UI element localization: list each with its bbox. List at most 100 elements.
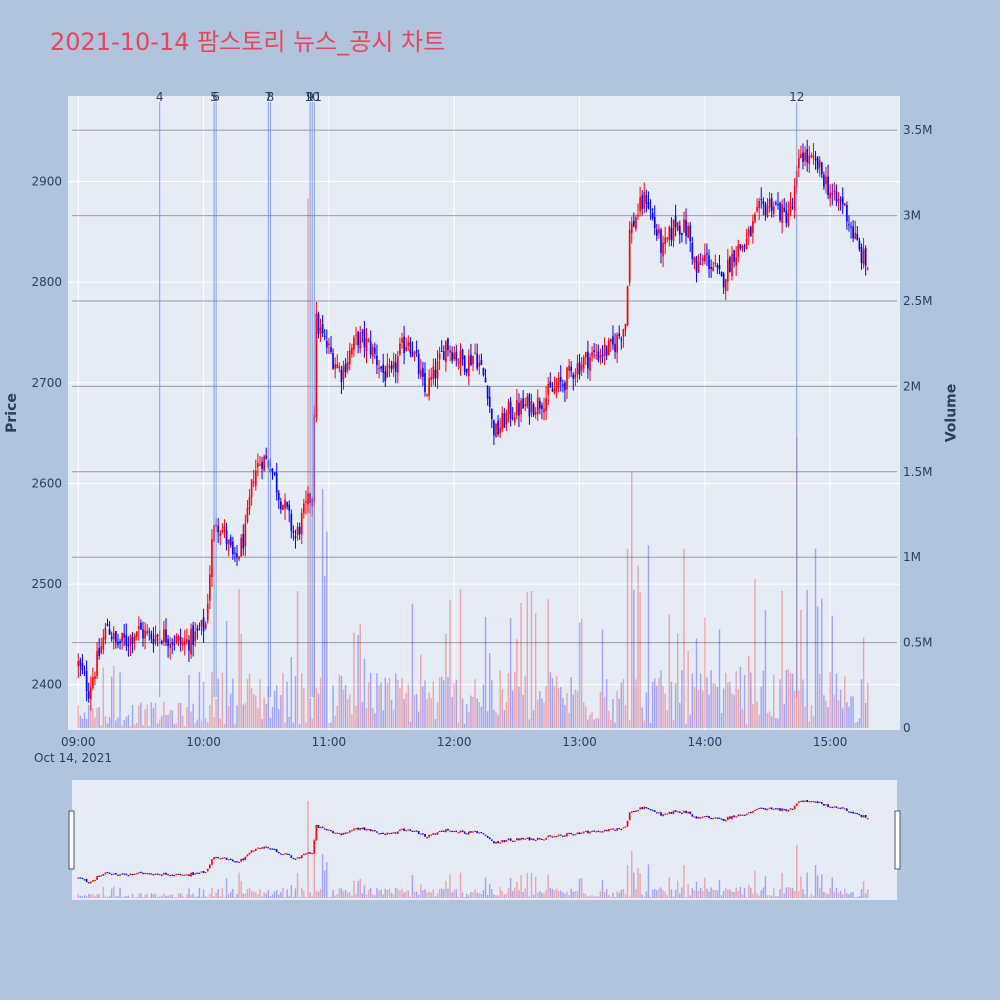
candle-body (768, 199, 771, 208)
slider-volume-bar (789, 887, 792, 898)
candle-body (687, 226, 689, 238)
slider-candle (850, 811, 852, 813)
candle-body (273, 471, 276, 475)
slider-volume-bar (745, 897, 748, 898)
slider-volume-bar (516, 881, 518, 898)
slider-candle (555, 835, 558, 838)
slider-candle (231, 859, 234, 862)
slider-volume-bar (484, 877, 487, 898)
volume-bar (315, 687, 318, 728)
slider-volume-bar (119, 887, 121, 898)
slider-volume-bar (466, 893, 468, 898)
volume-bar (720, 713, 723, 728)
candle-body (610, 338, 612, 342)
slider-volume-bar (668, 877, 671, 898)
candle-body (83, 672, 86, 674)
news-marker-label: 4 (156, 90, 164, 104)
slider-candle (422, 833, 424, 835)
slider-volume-bar (388, 888, 391, 898)
candle-body (196, 628, 199, 631)
candle-body (616, 334, 618, 353)
candle-body (486, 386, 489, 399)
slider-candle (862, 815, 865, 818)
slider-volume-bar (862, 881, 865, 898)
slider-volume-bar (505, 893, 508, 898)
volume-bar (743, 674, 746, 728)
slider-candle (839, 807, 842, 809)
slider-volume-bar (603, 892, 606, 898)
candle-body (601, 355, 604, 357)
volume-bar (543, 702, 545, 728)
slider-candle (307, 852, 309, 854)
volume-bar (867, 682, 869, 728)
candle-body (229, 537, 232, 546)
candle-body (837, 198, 840, 203)
slider-volume-bar (867, 889, 869, 898)
slider-volume-bar (864, 893, 867, 898)
slider-volume-bar (835, 888, 838, 898)
slider-candle (221, 857, 224, 859)
candle-body (85, 670, 88, 692)
candle-body (231, 541, 234, 555)
date-label: Oct 14, 2021 (34, 751, 112, 765)
candle-body (100, 646, 103, 654)
candle-body (353, 337, 355, 350)
slider-candle (541, 838, 543, 841)
slider-volume-bar (140, 893, 142, 898)
candle-body (633, 220, 635, 227)
volume-bar (633, 589, 635, 728)
slider-candle (188, 874, 190, 876)
rangeslider-left-handle[interactable] (68, 810, 75, 870)
candle-body (288, 504, 291, 511)
candle-body (156, 635, 159, 637)
candle-body (607, 340, 610, 356)
slider-candle (854, 812, 857, 814)
candle-body (474, 352, 476, 354)
price-tick-label: 2600 (31, 476, 62, 490)
slider-volume-bar (514, 887, 516, 898)
slider-candle (442, 830, 445, 832)
slider-candle (79, 877, 82, 879)
news-marker-label: 7 (265, 90, 273, 104)
slider-volume-bar (860, 889, 863, 898)
volume-bar (478, 702, 481, 728)
slider-candle (683, 810, 685, 813)
slider-volume-bar (555, 888, 558, 898)
slider-candle (173, 874, 176, 877)
volume-bar (605, 679, 608, 728)
slider-candle (386, 832, 389, 835)
slider-candle (670, 811, 673, 814)
slider-candle (294, 858, 297, 860)
volume-bar (440, 676, 443, 728)
volume-bar (284, 722, 286, 728)
candle-body (275, 472, 278, 493)
slider-volume-bar (443, 889, 445, 898)
slider-candle (543, 839, 545, 841)
candle-body (576, 363, 579, 375)
volume-bar (424, 680, 426, 728)
slider-volume-bar (177, 893, 180, 898)
volume-bar (612, 699, 614, 728)
candle-body (511, 417, 514, 419)
volume-bar (209, 704, 211, 728)
candle-body (323, 336, 326, 338)
slider-candle (305, 853, 307, 855)
volume-bar (850, 696, 852, 728)
slider-candle (726, 816, 729, 821)
volume-bar (511, 690, 514, 728)
slider-candle (737, 814, 740, 817)
volume-bar (804, 706, 806, 728)
volume-bar (190, 711, 192, 728)
slider-candle (818, 801, 821, 803)
candle-body (635, 217, 637, 229)
volume-bar (587, 719, 589, 728)
candle-body (737, 244, 740, 258)
slider-volume-bar (255, 892, 257, 898)
volume-bar (85, 718, 88, 728)
volume-bar (806, 589, 808, 728)
slider-volume-bar (599, 891, 602, 898)
slider-candle (607, 828, 610, 832)
rangeslider-right-handle[interactable] (894, 810, 901, 870)
candle-body (242, 534, 245, 549)
slider-volume-bar (687, 883, 689, 898)
